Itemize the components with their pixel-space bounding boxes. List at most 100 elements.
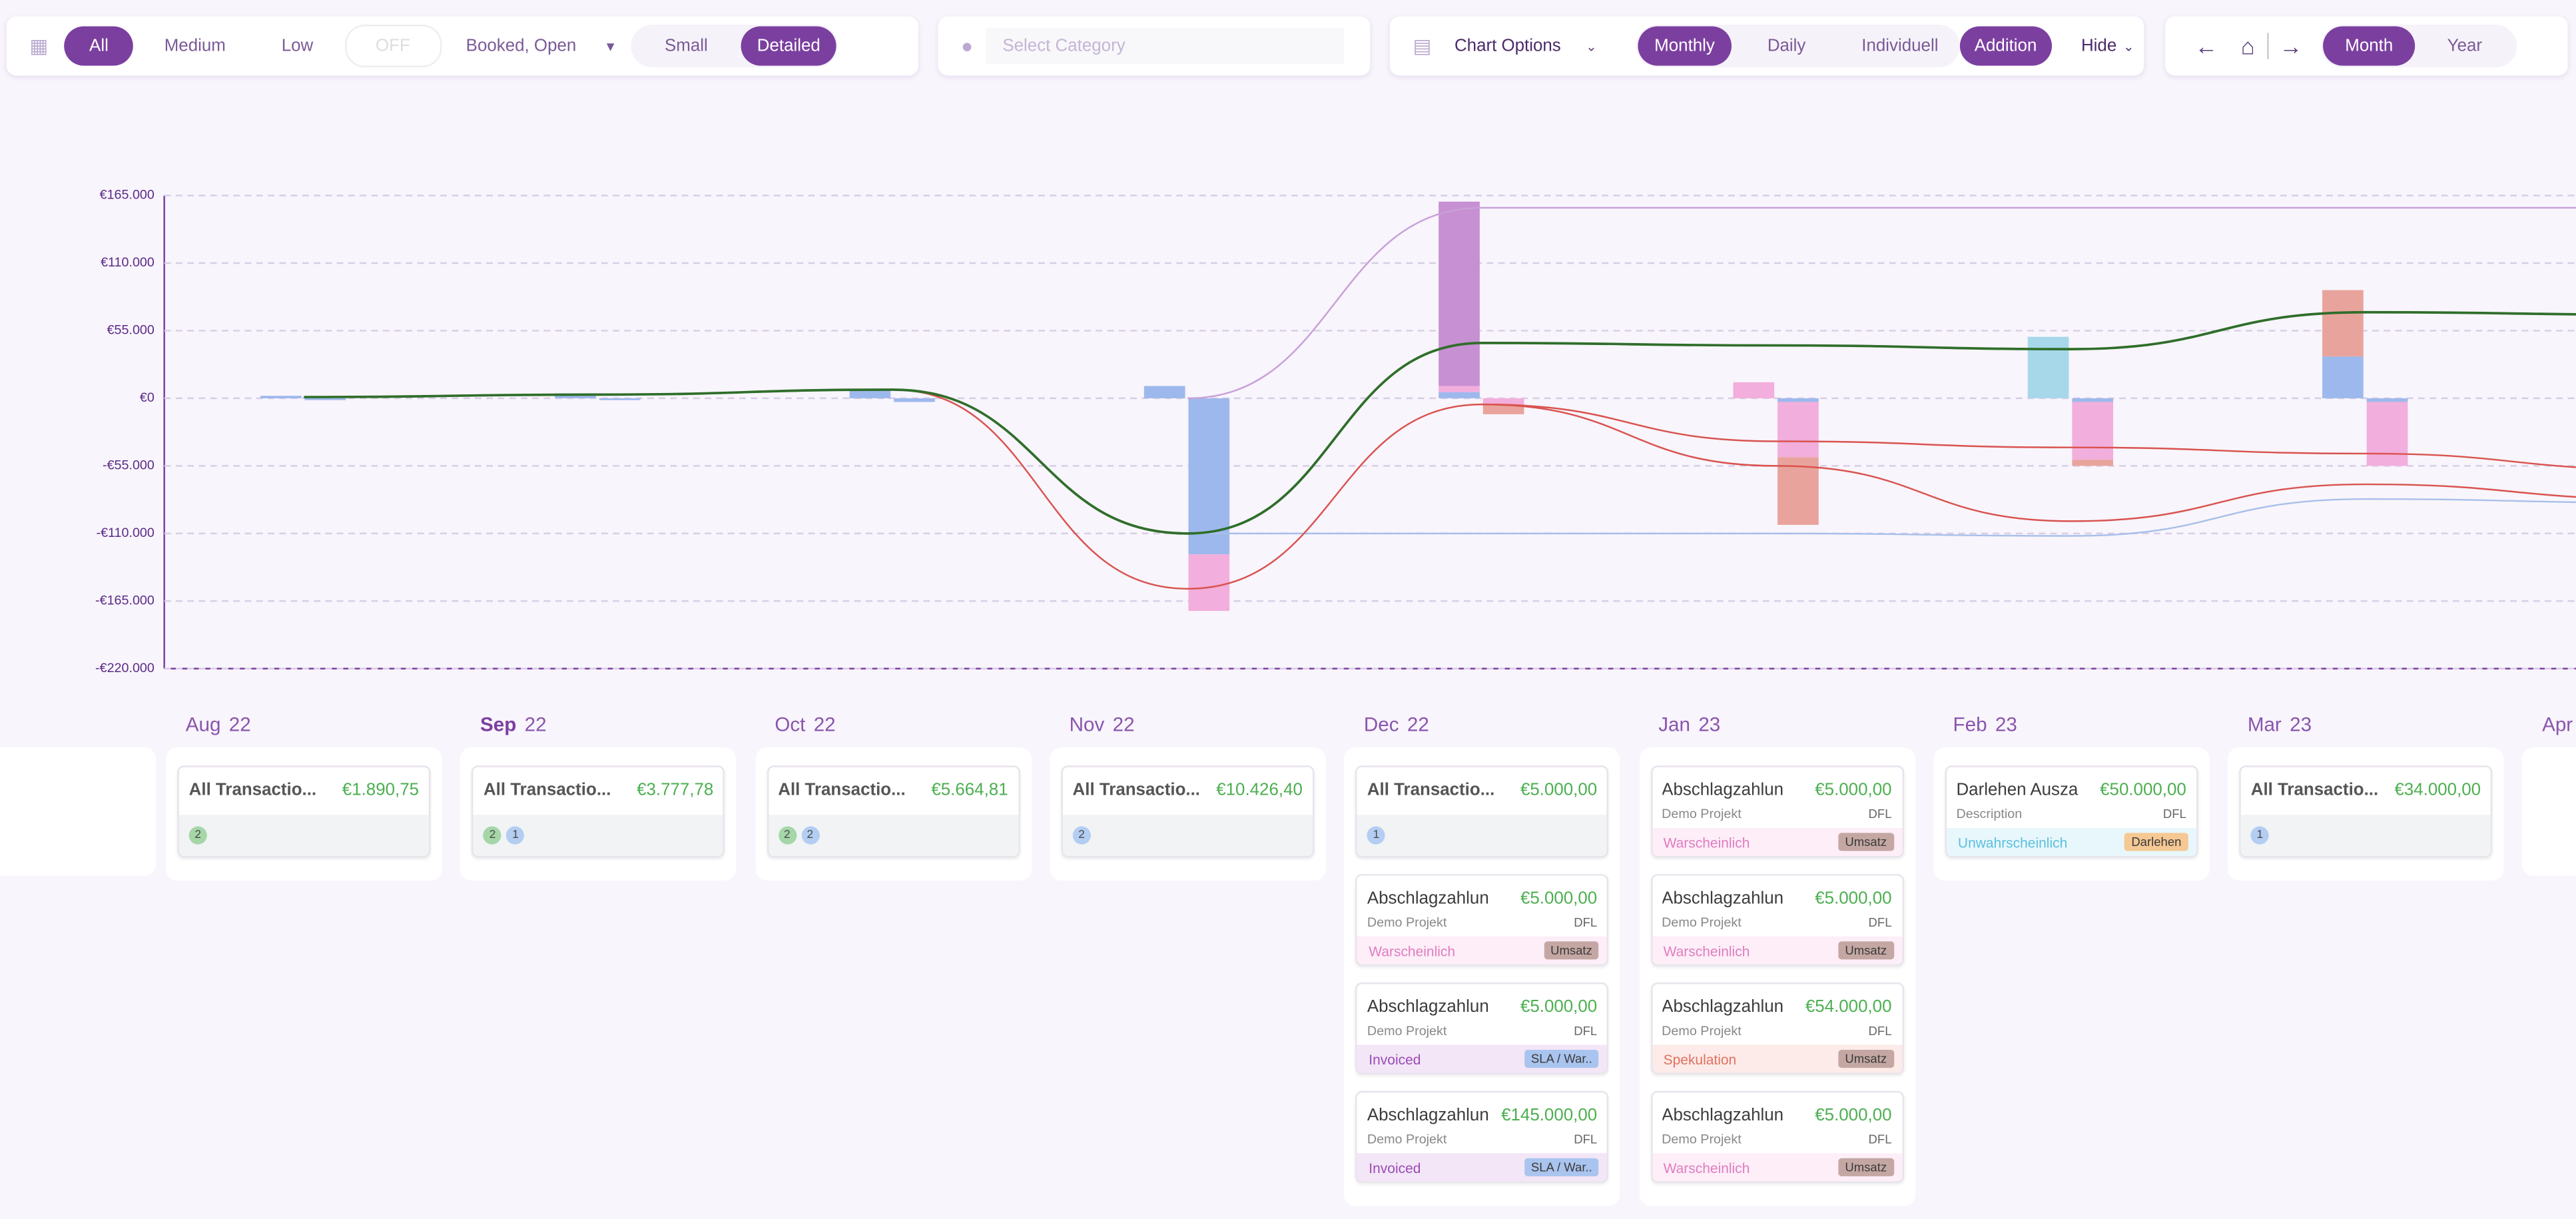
month-year: 22 <box>1112 713 1135 736</box>
size-button[interactable]: Small <box>664 36 708 56</box>
card-project: Demo Projekt <box>1662 915 1742 930</box>
card-title: Abschlagzahlun <box>1662 1105 1784 1126</box>
card-code: DFL <box>1574 915 1598 930</box>
card-amount: €3.777,78 <box>637 780 714 801</box>
bar-segment <box>304 398 346 400</box>
month-name: Nov <box>1069 713 1105 736</box>
transaction-card[interactable]: Abschlagzahlun €5.000,00 Demo Projekt DFL Wa… <box>1355 874 1609 967</box>
transaction-card[interactable]: Darlehen Ausza €50.000,00 Description DFL Un… <box>1945 765 2198 858</box>
range-button[interactable]: Month <box>2324 26 2415 66</box>
month-name: Apr <box>2542 713 2573 736</box>
interval-button[interactable]: Individuell <box>1861 36 1939 56</box>
size-button[interactable]: Detailed <box>741 26 837 66</box>
card-footer: 1 <box>2240 815 2491 856</box>
size-toggle: Small Detailed <box>630 24 838 68</box>
dropdown-caret[interactable]: ⌄ <box>2123 38 2134 54</box>
card-title: Abschlagzahlun <box>1367 889 1489 909</box>
mode-button[interactable]: Addition <box>1959 26 2052 66</box>
card-project: Demo Projekt <box>1367 915 1447 930</box>
status-label: Spekulation <box>1663 1050 1737 1067</box>
interval-button[interactable]: Monthly <box>1638 26 1732 66</box>
transaction-card[interactable]: All Transactio... €5.000,00 1 <box>1355 765 1609 858</box>
month-panel: All Transactio... €34.000,00 1 <box>2228 747 2504 881</box>
count-badge: 2 <box>188 826 207 845</box>
card-amount: €5.000,00 <box>1815 780 1892 801</box>
status-bar: Warscheinlich Umsatz <box>1357 936 1607 965</box>
card-title: Abschlagzahlun <box>1662 780 1784 801</box>
navigation-toolbar: ← ⌂ → Month Year <box>2165 16 2568 76</box>
filter-button[interactable]: Low <box>281 36 314 56</box>
card-project: Demo Projekt <box>1367 1132 1447 1147</box>
category-tag: Umsatz <box>1838 1049 1893 1068</box>
y-tick-label: -€110.000 <box>97 526 155 540</box>
bar-segment <box>2072 398 2114 402</box>
month-name: Feb <box>1953 713 1987 736</box>
bar-segment <box>2322 290 2364 357</box>
bar-segment <box>1143 386 1185 398</box>
category-toolbar: ● Select Category <box>938 16 1371 76</box>
month-name: Dec <box>1363 713 1399 736</box>
transaction-card[interactable]: Abschlagzahlun €54.000,00 Demo Projekt DFL S… <box>1650 982 1903 1074</box>
calendar-icon[interactable]: ▦ <box>29 34 49 58</box>
transaction-card[interactable]: Abschlagzahlun €5.000,00 Demo Projekt DFL Wa… <box>1650 874 1903 967</box>
interval-button[interactable]: Daily <box>1767 36 1806 56</box>
count-badge: 2 <box>483 826 502 845</box>
status-label: Warscheinlich <box>1663 1158 1750 1176</box>
line <box>892 388 2576 590</box>
category-input[interactable]: Select Category <box>986 27 1345 65</box>
status-bar: Spekulation Umsatz <box>1652 1044 1902 1073</box>
status-bar: Invoiced SLA / War.. <box>1357 1044 1607 1073</box>
month-name: Aug <box>185 713 221 736</box>
bar-segment <box>1439 392 1480 398</box>
card-amount: €1.890,75 <box>342 780 420 801</box>
card-amount: €5.000,00 <box>1520 780 1598 801</box>
transaction-card[interactable]: Abschlagzahlun €5.000,00 Demo Projekt DFL Wa… <box>1650 1090 1903 1183</box>
card-title: All Transactio... <box>778 780 906 801</box>
transaction-card[interactable]: Abschlagzahlun €5.000,00 Demo Projekt DFL Wa… <box>1650 765 1903 858</box>
status-label: Warscheinlich <box>1663 942 1750 959</box>
dropdown-caret[interactable]: ▼ <box>603 38 617 54</box>
card-title: All Transactio... <box>2250 780 2379 801</box>
line <box>1187 498 2576 537</box>
range-button[interactable]: Year <box>2447 36 2483 56</box>
bar-segment <box>1777 402 1819 458</box>
card-amount: €145.000,00 <box>1501 1105 1598 1126</box>
card-code: DFL <box>1574 1132 1598 1147</box>
hide-button[interactable]: Hide <box>2081 36 2117 56</box>
bar-segment <box>2322 356 2364 398</box>
filter-button[interactable]: All <box>65 26 133 66</box>
transaction-card[interactable]: Abschlagzahlun €145.000,00 Demo Projekt DFL… <box>1355 1090 1609 1183</box>
bar-segment <box>2027 336 2069 398</box>
month-header: Aug 22 <box>186 713 251 736</box>
chart-options[interactable]: Chart Options <box>1454 36 1561 56</box>
previous-button[interactable]: ← <box>2194 33 2218 59</box>
count-badge: 2 <box>1072 826 1091 845</box>
card-project: Description <box>1956 806 2023 822</box>
filter-button[interactable]: OFF <box>344 24 442 68</box>
status-label: Warscheinlich <box>1369 942 1456 959</box>
status-label: Unwahrscheinlich <box>1957 833 2068 851</box>
status-dropdown[interactable]: Booked, Open <box>466 36 577 56</box>
month-year: 23 <box>1995 713 2017 736</box>
bar-segment <box>1482 404 1524 414</box>
month-name: Jan <box>1658 713 1690 736</box>
card-code: DFL <box>1868 915 1892 930</box>
card-code: DFL <box>1868 1132 1892 1147</box>
transaction-card[interactable]: All Transactio... €5.664,81 2 2 <box>766 765 1020 858</box>
filter-button[interactable]: Medium <box>164 36 226 56</box>
card-footer: 1 <box>1357 815 1607 856</box>
dropdown-caret[interactable]: ⌄ <box>1586 38 1597 54</box>
transaction-card[interactable]: All Transactio... €34.000,00 1 <box>2239 765 2493 858</box>
transaction-card[interactable]: All Transactio... €3.777,78 2 1 <box>472 765 725 858</box>
transaction-card[interactable]: Abschlagzahlun €5.000,00 Demo Projekt DFL In… <box>1355 982 1609 1074</box>
card-code: DFL <box>1574 1023 1598 1038</box>
transaction-card[interactable]: All Transactio... €10.426,40 2 <box>1061 765 1315 858</box>
month-header: Dec 22 <box>1364 713 1429 736</box>
transaction-card[interactable]: All Transactio... €1.890,75 2 <box>177 765 431 858</box>
card-title: Darlehen Ausza <box>1956 780 2079 801</box>
next-button[interactable]: → <box>2279 33 2303 59</box>
home-button[interactable]: ⌂ <box>2241 33 2270 59</box>
card-title: Abschlagzahlun <box>1662 889 1784 909</box>
